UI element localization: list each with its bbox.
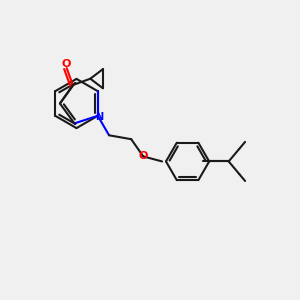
Text: O: O [139,152,148,161]
Text: N: N [95,112,103,122]
Text: O: O [62,59,71,69]
